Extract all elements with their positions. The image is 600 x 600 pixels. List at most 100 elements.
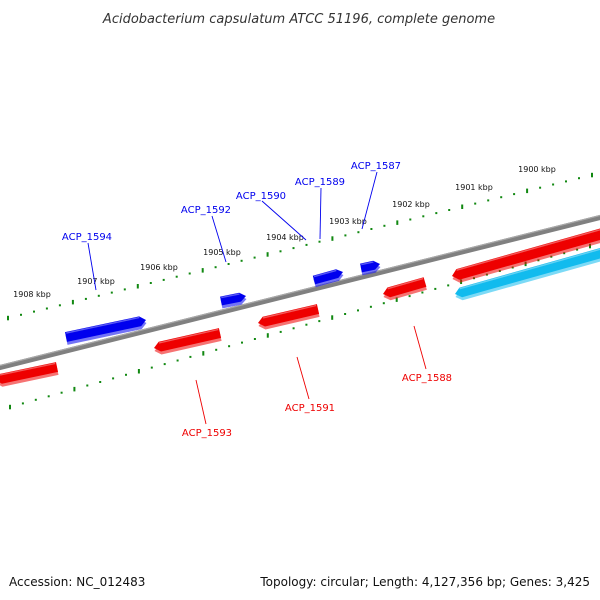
- scale-tick: [422, 215, 425, 218]
- gene-labels: ACP_1594 ACP_1592 ACP_1590 ACP_1589 ACP_1587…: [62, 161, 452, 439]
- scale-tick-label: 1904 kbp: [266, 233, 304, 242]
- scale-tick: [110, 291, 113, 294]
- scale-tick: [86, 384, 89, 387]
- map-title: Acidobacterium capsulatum ATCC 51196, co…: [102, 12, 495, 27]
- scale-tick: [137, 369, 140, 374]
- forward-gene-label: ACP_1594: [62, 232, 112, 243]
- scale-tick: [266, 252, 269, 257]
- reverse-gene-arrow: [258, 304, 320, 330]
- forward-gene-leader: [211, 215, 227, 263]
- forward-gene-leader: [319, 187, 322, 240]
- scale-tick: [266, 333, 269, 338]
- scale-tick: [150, 366, 153, 369]
- scale-tick: [7, 315, 9, 321]
- scale-tick: [357, 309, 359, 312]
- scale-tick: [279, 330, 282, 333]
- scale-track-top: [7, 172, 593, 321]
- forward-gene-leader: [361, 171, 378, 230]
- scale-tick: [589, 243, 591, 249]
- scale-tick: [253, 256, 256, 259]
- scale-tick-label: 1906 kbp: [140, 263, 178, 272]
- scale-tick: [279, 250, 282, 253]
- reverse-gene-label: ACP_1591: [285, 403, 335, 414]
- scale-tick: [305, 243, 308, 246]
- scale-tick: [241, 341, 243, 344]
- scale-tick: [434, 287, 437, 290]
- scale-tick: [292, 247, 295, 250]
- scale-tick: [163, 363, 166, 366]
- scale-tick-label: 1900 kbp: [518, 165, 556, 174]
- scale-tick: [578, 177, 580, 180]
- scale-tick: [253, 338, 256, 340]
- scale-tick: [409, 218, 412, 221]
- scale-tick: [383, 224, 386, 227]
- forward-gene-label: ACP_1590: [236, 191, 286, 202]
- gene-label-leaders: [87, 171, 427, 425]
- scale-tick: [396, 220, 399, 225]
- forward-gene-label: ACP_1587: [351, 161, 401, 172]
- scale-tick: [175, 275, 178, 278]
- forward-gene-leader: [87, 242, 97, 291]
- scale-tick: [408, 295, 411, 298]
- scale-tick: [201, 268, 204, 273]
- scale-tick-label: 1902 kbp: [392, 200, 430, 209]
- scale-tick: [214, 266, 217, 269]
- scale-tick: [448, 209, 451, 211]
- scale-tick: [370, 228, 373, 230]
- scale-tick: [435, 212, 438, 215]
- scale-tick: [447, 284, 450, 287]
- forward-gene-arrow: [220, 292, 247, 309]
- scale-tick-label: 1905 kbp: [203, 248, 241, 257]
- reverse-gene-label: ACP_1588: [402, 373, 452, 384]
- scale-tick: [240, 259, 243, 262]
- reverse-gene-leader: [296, 356, 310, 400]
- forward-gene-label: ACP_1592: [181, 205, 231, 216]
- accession-text: Accession: NC_012483: [9, 575, 145, 589]
- scale-tick: [136, 284, 139, 289]
- scale-tick: [34, 398, 37, 401]
- reverse-gene-arrow: [154, 328, 222, 355]
- scale-tick: [71, 299, 74, 305]
- scale-tick: [487, 199, 490, 202]
- forward-gene-arrow: [360, 260, 381, 276]
- scale-tick: [382, 302, 385, 305]
- scale-tick: [344, 313, 347, 315]
- scale-tick: [228, 345, 231, 348]
- scale-tick-label: 1903 kbp: [329, 217, 367, 226]
- scale-tick: [60, 391, 63, 394]
- scale-tick: [21, 402, 24, 405]
- gene-features: [0, 228, 600, 387]
- scale-tick: [526, 188, 529, 194]
- scale-tick: [591, 172, 593, 178]
- scale-tick: [292, 327, 295, 330]
- scale-tick: [421, 291, 424, 294]
- scale-tick: [576, 248, 579, 251]
- scale-tick: [344, 234, 347, 237]
- reverse-gene-leader: [195, 379, 207, 425]
- scale-tick: [357, 231, 360, 234]
- scale-tick: [500, 196, 503, 199]
- highlight-gene-arrow: [455, 248, 600, 301]
- scale-tick: [369, 305, 372, 308]
- scale-tick: [84, 297, 87, 300]
- scale-tick: [33, 310, 35, 313]
- reverse-gene-arrow: [0, 362, 59, 387]
- scale-tick: [189, 355, 192, 358]
- scale-tick-labels: 1908 kbp 1907 kbp 1906 kbp 1905 kbp 1904 kbp…: [13, 165, 556, 299]
- scale-tick: [318, 320, 321, 323]
- forward-gene-arrow: [312, 269, 344, 288]
- scale-tick: [227, 263, 230, 265]
- scale-tick: [73, 386, 76, 392]
- scale-tick: [395, 297, 398, 302]
- scale-tick: [202, 351, 205, 356]
- scale-tick: [112, 377, 115, 380]
- scale-tick-label: 1908 kbp: [13, 290, 51, 299]
- scale-tick-label: 1901 kbp: [455, 183, 493, 192]
- scale-tick: [125, 373, 127, 376]
- scale-tick: [45, 307, 48, 310]
- reverse-gene-leader: [413, 325, 427, 370]
- reverse-gene-label: ACP_1593: [182, 428, 232, 439]
- scale-tick: [123, 288, 126, 291]
- scale-tick-label: 1907 kbp: [77, 277, 115, 286]
- scale-tick: [318, 240, 321, 243]
